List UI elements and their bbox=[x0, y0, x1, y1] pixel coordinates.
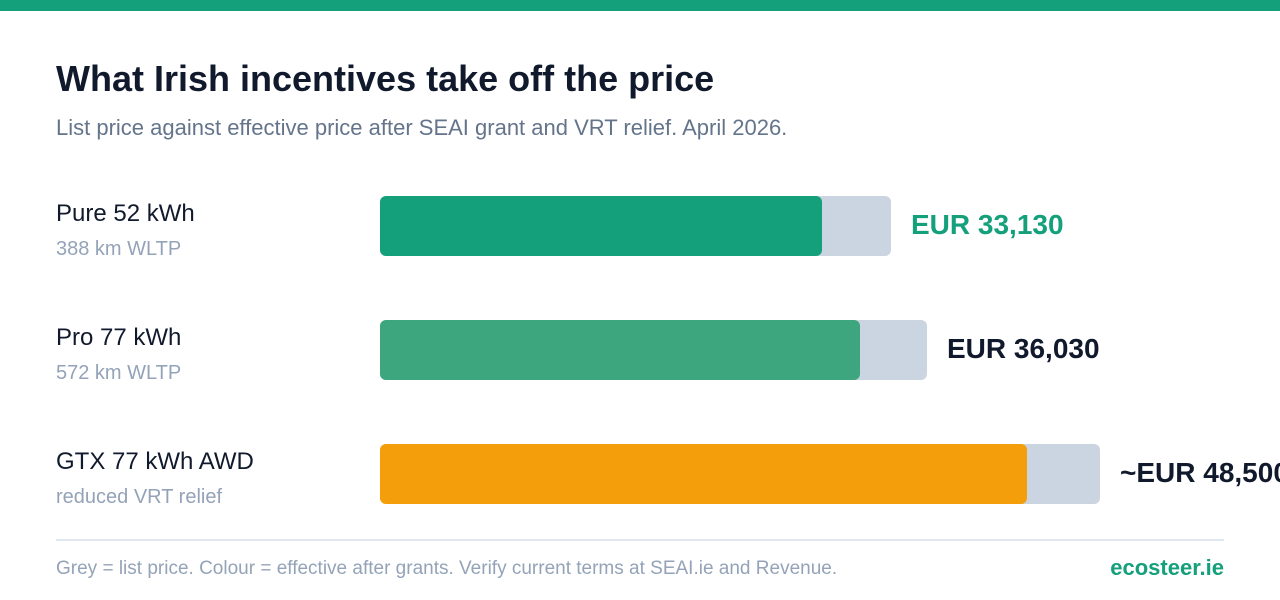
price-value-label: ~EUR 48,500 bbox=[1120, 457, 1280, 488]
chart-title: What Irish incentives take off the price bbox=[56, 58, 715, 99]
brand-link[interactable]: ecosteer.ie bbox=[1110, 555, 1224, 580]
effective-price-bar bbox=[380, 196, 822, 256]
chart-subtitle: List price against effective price after… bbox=[56, 115, 788, 140]
top-accent-bar bbox=[0, 0, 1280, 11]
price-value-label: EUR 36,030 bbox=[947, 333, 1100, 364]
bar-sublabel: reduced VRT relief bbox=[56, 486, 223, 508]
price-value-label: EUR 33,130 bbox=[911, 209, 1064, 240]
effective-price-bar bbox=[380, 444, 1027, 504]
legend-footnote: Grey = list price. Colour = effective af… bbox=[56, 558, 838, 579]
bar-sublabel: 572 km WLTP bbox=[56, 362, 182, 384]
bar-label: GTX 77 kWh AWD bbox=[56, 448, 254, 475]
bar-label: Pro 77 kWh bbox=[56, 324, 182, 351]
effective-price-bar bbox=[380, 320, 860, 380]
bar-sublabel: 388 km WLTP bbox=[56, 238, 182, 260]
bar-label: Pure 52 kWh bbox=[56, 200, 195, 227]
footer-divider bbox=[56, 539, 1224, 541]
